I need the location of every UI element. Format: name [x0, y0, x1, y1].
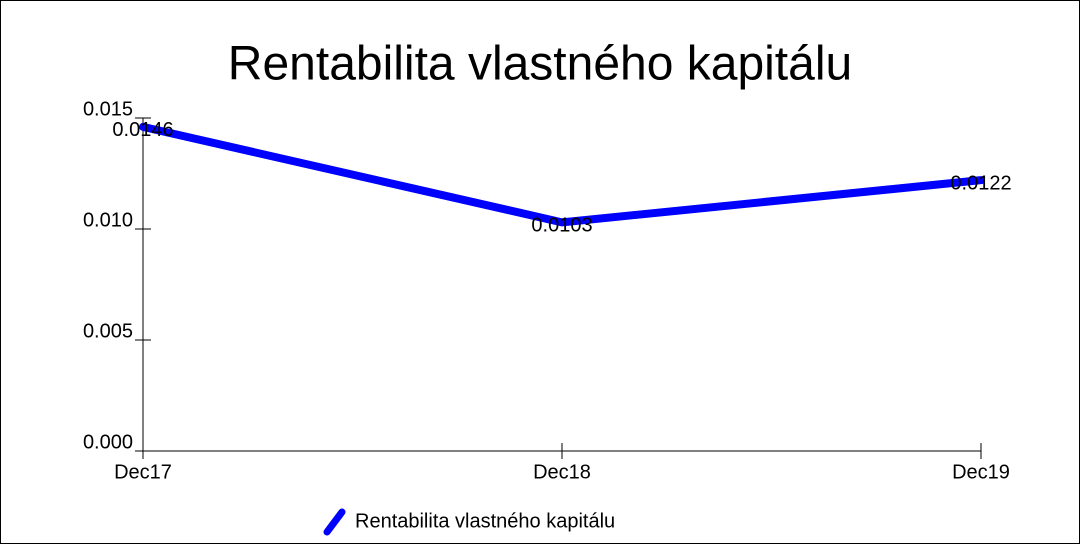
legend-swatch [323, 508, 346, 536]
x-tick-label: Dec17 [114, 461, 172, 483]
data-line [139, 122, 985, 227]
data-label: 0.0103 [531, 215, 592, 237]
y-tick-label: 0.010 [83, 209, 133, 231]
legend-label: Rentabilita vlastného kapitálu [355, 510, 615, 532]
y-tick-label: 0.000 [83, 431, 133, 453]
data-label: 0.0122 [950, 172, 1011, 194]
x-tick-label: Dec18 [533, 461, 591, 483]
y-tick-label: 0.015 [83, 98, 133, 120]
y-tick-label: 0.005 [83, 320, 133, 342]
data-label: 0.0146 [112, 119, 173, 141]
x-tick-label: Dec19 [952, 461, 1010, 483]
chart-title: Rentabilita vlastného kapitálu [228, 38, 852, 91]
